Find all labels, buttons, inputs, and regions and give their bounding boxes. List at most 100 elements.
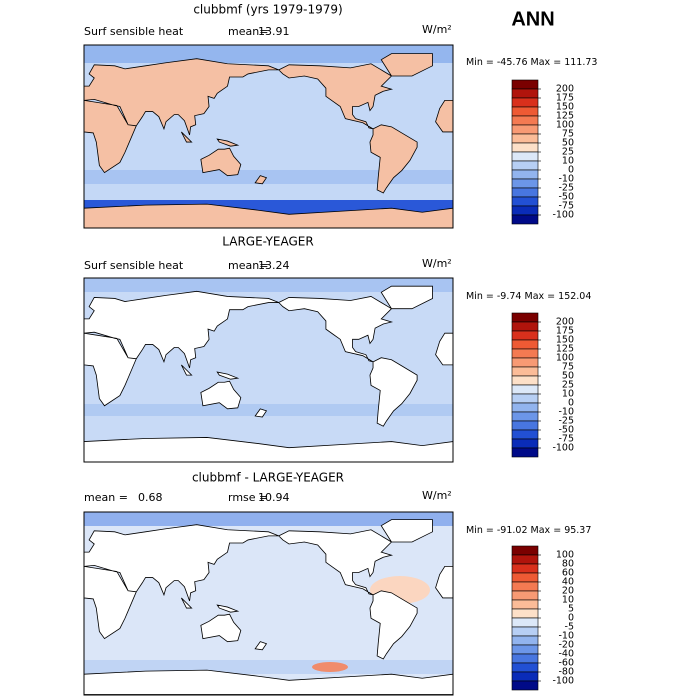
colorbar-box	[511, 429, 539, 440]
colorbar-label: -100	[552, 210, 574, 221]
colorbar-label: 125	[556, 111, 574, 122]
stat-label: mean=	[228, 259, 268, 272]
colorbar-box	[511, 393, 539, 404]
units: W/m²	[422, 23, 452, 36]
colorbar-label: 40	[562, 577, 574, 588]
colorbar-box	[511, 348, 539, 359]
units: W/m²	[422, 257, 452, 270]
colorbar-box	[511, 160, 539, 171]
panel-title: LARGE-YEAGER	[222, 235, 313, 249]
colorbar-box	[511, 554, 539, 565]
colorbar-box	[511, 581, 539, 592]
colorbar-label: 75	[562, 362, 574, 373]
colorbar-box	[511, 447, 539, 458]
colorbar-label: -100	[552, 443, 574, 454]
map	[84, 512, 453, 695]
colorbar-box	[511, 438, 539, 449]
colorbar-box	[511, 330, 539, 341]
map-frame	[83, 511, 454, 696]
colorbar-label: 25	[562, 380, 574, 391]
colorbar-box	[511, 214, 539, 225]
colorbar-label: 150	[556, 335, 574, 346]
colorbar-box	[511, 151, 539, 162]
colorbar-box	[511, 599, 539, 610]
stat-value: 10.94	[258, 491, 290, 504]
map-frame	[83, 277, 454, 463]
colorbar-label: 175	[556, 93, 574, 104]
colorbar-label: 80	[562, 559, 574, 570]
colorbar-box	[511, 97, 539, 108]
colorbar-box	[511, 545, 539, 556]
field-label: Surf sensible heat	[84, 259, 184, 272]
colorbar-label: -50	[558, 425, 574, 436]
colorbar-label: 5	[568, 604, 574, 615]
colorbar-label: -80	[558, 667, 574, 678]
stat-label: rmse =	[228, 491, 268, 504]
colorbar-box	[511, 366, 539, 377]
colorbar-box	[511, 187, 539, 198]
colorbar-box	[511, 142, 539, 153]
colorbar-box	[511, 626, 539, 637]
colorbar-label: -60	[558, 658, 574, 669]
colorbar-label: 200	[556, 84, 574, 95]
colorbar-label: -25	[558, 183, 574, 194]
colorbar-label: 10	[562, 595, 574, 606]
stat-label: mean =	[84, 491, 128, 504]
min-max: Min = -45.76 Max = 111.73	[466, 57, 597, 68]
colorbar-label: 10	[562, 156, 574, 167]
colorbar-box	[511, 420, 539, 431]
colorbar-box	[511, 339, 539, 350]
colorbar-label: -40	[558, 649, 574, 660]
colorbar-box	[511, 680, 539, 691]
colorbar-label: -20	[558, 640, 574, 651]
colorbar-box	[511, 617, 539, 628]
colorbar-label: 100	[556, 120, 574, 131]
colorbar-label: 50	[562, 138, 574, 149]
colorbar-box	[511, 662, 539, 673]
panel-title: clubbmf - LARGE-YEAGER	[192, 471, 344, 485]
colorbar-box	[511, 563, 539, 574]
colorbar-box	[511, 357, 539, 368]
colorbar-label: -50	[558, 192, 574, 203]
colorbar-box	[511, 124, 539, 135]
colorbar-box	[511, 411, 539, 422]
map	[84, 45, 453, 228]
colorbar-box	[511, 402, 539, 413]
colorbar-box	[511, 178, 539, 189]
colorbar-box	[511, 106, 539, 117]
colorbar-box	[511, 384, 539, 395]
colorbar-label: 150	[556, 102, 574, 113]
colorbar-label: 125	[556, 344, 574, 355]
colorbar-label: 100	[556, 353, 574, 364]
panel-title: clubbmf (yrs 1979-1979)	[193, 3, 342, 17]
colorbar-box	[511, 205, 539, 216]
colorbar-box	[511, 196, 539, 207]
colorbar-label: -10	[558, 407, 574, 418]
colorbar-label: 100	[556, 550, 574, 561]
stat-value: 13.24	[258, 259, 290, 272]
colorbar-label: 25	[562, 147, 574, 158]
min-max: Min = -91.02 Max = 95.37	[466, 525, 591, 536]
season-title: ANN	[511, 8, 554, 30]
colorbar-box	[511, 79, 539, 90]
units: W/m²	[422, 489, 452, 502]
stat-value: 0.68	[138, 491, 163, 504]
colorbar-label: 0	[568, 398, 574, 409]
colorbar-label: 175	[556, 326, 574, 337]
colorbar-label: -75	[558, 201, 574, 212]
colorbar-box	[511, 671, 539, 682]
colorbar-box	[511, 608, 539, 619]
colorbar-label: -10	[558, 174, 574, 185]
map-frame	[83, 44, 454, 229]
colorbar-label: -75	[558, 434, 574, 445]
colorbar-label: -10	[558, 631, 574, 642]
colorbar-box	[511, 644, 539, 655]
colorbar-box	[511, 653, 539, 664]
map	[84, 278, 453, 462]
colorbar-box	[511, 572, 539, 583]
colorbar-box	[511, 312, 539, 323]
colorbar-box	[511, 375, 539, 386]
colorbar-label: 0	[568, 165, 574, 176]
colorbar-label: -5	[565, 622, 574, 633]
